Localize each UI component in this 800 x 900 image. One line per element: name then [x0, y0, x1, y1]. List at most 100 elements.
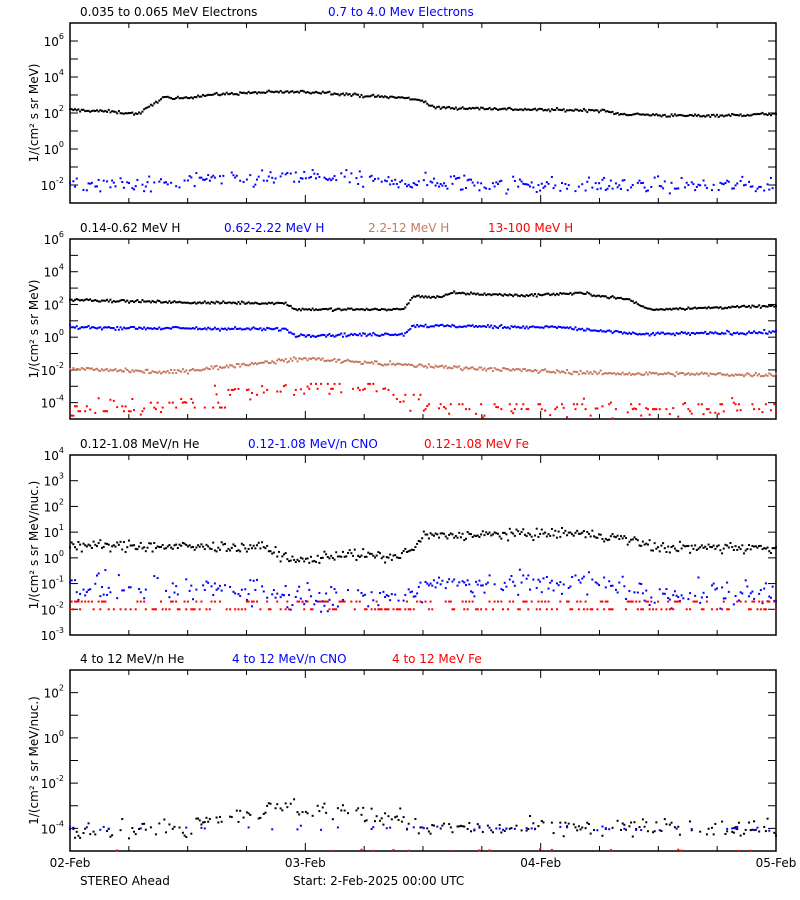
data-point — [380, 557, 383, 560]
data-point — [414, 183, 417, 186]
data-point — [549, 110, 552, 113]
data-point — [454, 292, 457, 295]
data-point — [734, 305, 737, 308]
data-point — [700, 331, 703, 334]
data-point — [112, 369, 115, 372]
data-point — [399, 807, 402, 810]
data-point — [502, 107, 505, 110]
data-point — [394, 308, 397, 311]
data-point — [636, 372, 639, 375]
data-point — [512, 412, 515, 415]
data-point — [736, 548, 739, 551]
data-point — [200, 826, 203, 829]
data-point — [651, 608, 654, 611]
data-point — [562, 583, 565, 586]
data-point — [166, 545, 169, 548]
data-point — [714, 547, 717, 550]
data-point — [316, 308, 319, 311]
data-point — [208, 302, 211, 305]
data-point — [749, 592, 752, 595]
data-point — [171, 301, 174, 304]
data-point — [616, 186, 619, 189]
data-point — [579, 600, 582, 603]
data-point — [193, 96, 196, 99]
data-point — [569, 109, 572, 112]
data-point — [737, 373, 740, 376]
data-point — [773, 831, 776, 834]
panel-3: 0.12-1.08 MeV/n He 0.12-1.08 MeV/n CNO 0.1… — [27, 437, 777, 643]
data-point — [405, 600, 408, 603]
data-point — [604, 537, 607, 540]
data-point — [335, 591, 338, 594]
data-point — [675, 332, 678, 335]
data-point — [439, 182, 442, 185]
data-point — [208, 817, 211, 820]
data-point — [518, 568, 521, 571]
data-point — [663, 180, 666, 183]
data-point — [523, 600, 526, 603]
data-point — [347, 358, 350, 361]
data-point — [213, 176, 216, 179]
data-point — [665, 823, 668, 826]
data-point — [591, 186, 594, 189]
data-point — [724, 374, 727, 377]
data-point — [318, 92, 321, 95]
data-point — [384, 812, 387, 815]
data-point — [628, 331, 631, 334]
data-point — [680, 849, 683, 852]
data-point — [775, 608, 777, 611]
data-point — [464, 187, 467, 190]
data-point — [330, 307, 333, 310]
data-point — [707, 374, 710, 377]
data-point — [604, 188, 607, 191]
data-point — [336, 555, 339, 558]
data-point — [412, 295, 415, 298]
y-tick-label: 102 — [44, 295, 64, 312]
data-point — [584, 329, 587, 332]
data-point — [80, 326, 83, 329]
data-point — [202, 368, 205, 371]
data-point — [768, 550, 771, 553]
data-point — [193, 327, 196, 330]
data-point — [347, 307, 350, 310]
data-point — [185, 543, 188, 546]
data-point — [586, 291, 589, 294]
data-point — [215, 91, 218, 94]
data-point — [159, 600, 162, 603]
data-point — [185, 369, 188, 372]
data-point — [153, 370, 156, 373]
data-point — [92, 608, 95, 611]
data-point — [749, 374, 752, 377]
data-point — [124, 300, 127, 303]
data-point — [382, 96, 385, 99]
data-point — [136, 112, 139, 115]
data-point — [727, 590, 730, 593]
data-point — [323, 359, 326, 362]
data-point — [399, 557, 402, 560]
data-point — [183, 600, 186, 603]
data-point — [522, 325, 525, 328]
data-point — [584, 372, 587, 375]
data-point — [291, 307, 294, 310]
data-point — [775, 304, 777, 307]
data-point — [741, 175, 744, 178]
data-point — [404, 332, 407, 335]
data-point — [190, 368, 193, 371]
data-point — [272, 589, 275, 592]
data-point — [192, 301, 195, 304]
data-point — [394, 593, 397, 596]
data-point — [650, 185, 653, 188]
data-point — [340, 172, 343, 175]
data-point — [277, 91, 280, 94]
data-point — [427, 104, 430, 107]
data-point — [473, 828, 476, 831]
data-point — [722, 332, 725, 335]
data-point — [330, 359, 333, 362]
data-point — [266, 179, 269, 182]
data-point — [321, 357, 324, 360]
series-1-dots — [69, 798, 777, 840]
data-point — [611, 533, 614, 536]
data-point — [631, 600, 634, 603]
data-point — [178, 97, 181, 100]
data-point — [171, 97, 174, 100]
